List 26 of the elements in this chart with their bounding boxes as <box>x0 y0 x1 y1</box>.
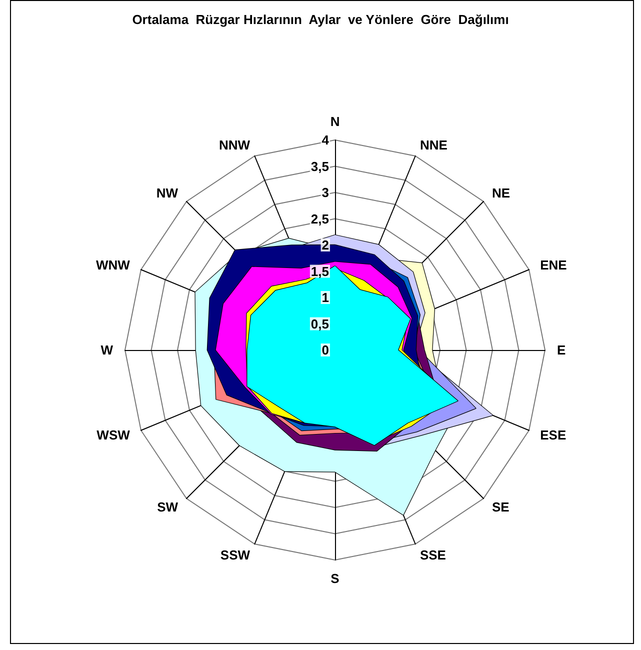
spoke-label: N <box>330 114 340 129</box>
y-tick-label: 0 <box>322 342 329 358</box>
y-tick-label: 1 <box>322 290 329 305</box>
spoke-label: SE <box>492 499 510 514</box>
spoke-label: S <box>330 571 340 586</box>
spoke-label: NNE <box>420 137 448 152</box>
spoke-label: WSW <box>96 427 131 442</box>
y-tick-label: 2 <box>322 238 329 252</box>
spoke-label: ENE <box>540 258 568 273</box>
y-tick-label: 3,5 <box>310 158 329 174</box>
spoke-label: WNW <box>96 258 131 273</box>
spoke-label: W <box>100 342 114 358</box>
spoke-label: SSE <box>420 548 446 563</box>
y-tick-label: 0,5 <box>310 316 329 332</box>
spoke-label: ESE <box>540 427 566 442</box>
y-tick-label: 3 <box>322 185 329 200</box>
spoke-label: NE <box>492 186 510 201</box>
y-tick-label: 1,5 <box>310 264 329 279</box>
spoke-label: NW <box>156 186 179 201</box>
y-tick-label: 4 <box>322 132 330 148</box>
chart-title: Ortalama Rüzgar Hızlarının Aylar ve Yönlere Göre Dağılımı <box>132 12 509 27</box>
spoke-label: SSW <box>220 548 251 563</box>
spoke-label: SW <box>157 499 179 514</box>
y-tick-label: 2,5 <box>310 211 329 226</box>
spoke-label: NNW <box>218 137 251 152</box>
spoke-label: E <box>557 342 566 358</box>
